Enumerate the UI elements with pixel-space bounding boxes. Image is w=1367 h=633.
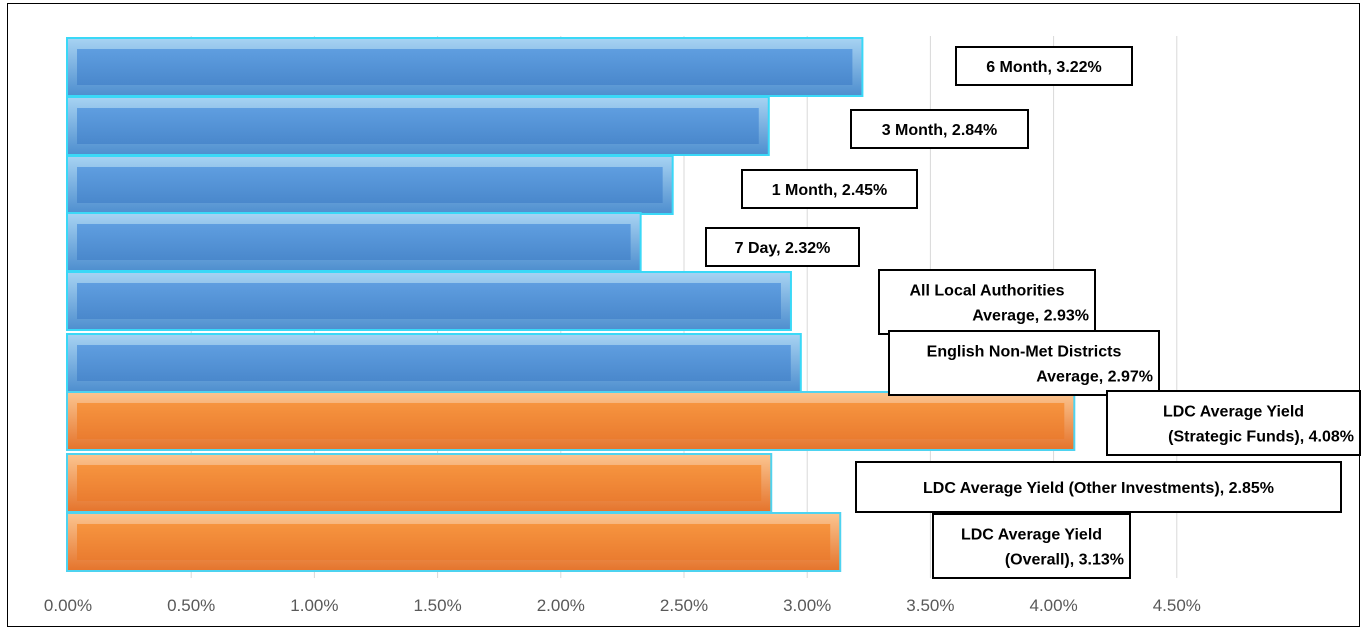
data-label-text: Average, 2.93% xyxy=(972,308,1089,325)
data-label-8: LDC Average Yield (Overall), 3.13% xyxy=(932,513,1131,579)
bar-2 xyxy=(66,155,674,215)
bar-4 xyxy=(66,271,792,331)
data-label-5: English Non-Met Districts Average, 2.97% xyxy=(888,330,1160,396)
data-label-1: 3 Month, 2.84% xyxy=(850,109,1029,149)
x-tick-label: 4.00% xyxy=(1029,596,1077,615)
x-tick-label: 2.00% xyxy=(537,596,585,615)
data-label-2: 1 Month, 2.45% xyxy=(741,169,918,209)
bar-8 xyxy=(66,512,842,572)
data-label-text: 1 Month, 2.45% xyxy=(772,182,888,199)
x-tick-label: 3.50% xyxy=(906,596,954,615)
data-label-text: (Overall), 3.13% xyxy=(1005,552,1124,569)
data-label-text: 6 Month, 3.22% xyxy=(986,59,1102,76)
data-label-4: All Local Authorities Average, 2.93% xyxy=(878,269,1096,335)
data-labels: 6 Month, 3.22% 3 Month, 2.84% 1 Month, 2.4… xyxy=(705,46,1361,579)
data-label-3: 7 Day, 2.32% xyxy=(705,227,860,267)
bar-0 xyxy=(66,37,864,97)
x-tick-label: 1.50% xyxy=(413,596,461,615)
bar-3 xyxy=(66,212,642,272)
bar-6 xyxy=(66,391,1076,451)
x-tick-label: 3.00% xyxy=(783,596,831,615)
x-tick-label: 2.50% xyxy=(660,596,708,615)
x-axis-ticks: 0.00% 0.50% 1.00% 1.50% 2.00% 2.50% 3.00% 3.50%… xyxy=(44,596,1201,615)
data-label-text: LDC Average Yield xyxy=(961,527,1102,544)
data-label-text: All Local Authorities xyxy=(910,283,1065,300)
x-tick-label: 4.50% xyxy=(1153,596,1201,615)
data-label-6: LDC Average Yield (Strategic Funds), 4.08… xyxy=(1106,390,1361,456)
x-tick-label: 1.00% xyxy=(290,596,338,615)
x-tick-label: 0.50% xyxy=(167,596,215,615)
bar-5 xyxy=(66,333,802,393)
data-label-text: (Strategic Funds), 4.08% xyxy=(1168,429,1354,446)
bar-1 xyxy=(66,96,770,156)
data-label-text: 7 Day, 2.32% xyxy=(735,240,831,257)
data-label-text: LDC Average Yield (Other Investments), 2… xyxy=(923,480,1274,497)
data-label-text: LDC Average Yield xyxy=(1163,404,1304,421)
bar-7 xyxy=(66,453,773,513)
x-tick-label: 0.00% xyxy=(44,596,92,615)
data-label-text: 3 Month, 2.84% xyxy=(882,122,998,139)
data-label-text: Average, 2.97% xyxy=(1036,369,1153,386)
data-label-0: 6 Month, 3.22% xyxy=(955,46,1133,86)
data-label-7: LDC Average Yield (Other Investments), 2… xyxy=(855,461,1342,513)
data-label-text: English Non-Met Districts xyxy=(927,344,1122,361)
bars xyxy=(66,37,1076,572)
